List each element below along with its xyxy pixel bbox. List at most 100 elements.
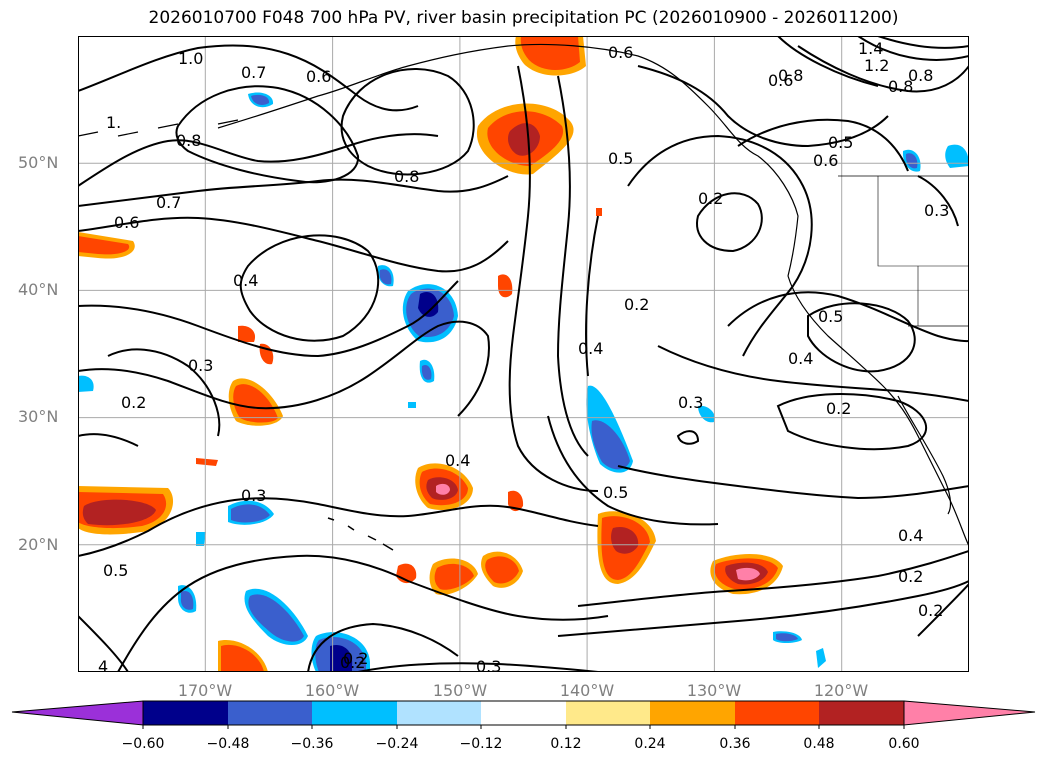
precip-blob	[736, 567, 760, 581]
precip-blob	[591, 420, 630, 470]
contour-line	[117, 554, 609, 672]
precip-blob	[379, 269, 392, 285]
map-panel[interactable]: 1.0 0.7 0.6 1. 0.8 0.8 0.7 0.6 0.4 0.3 0…	[78, 36, 969, 672]
precip-blob	[485, 556, 519, 584]
contour-line	[917, 583, 969, 637]
precip-blob	[498, 274, 513, 298]
contour-line	[78, 175, 509, 207]
contour-label: 0.8	[778, 66, 803, 85]
colorbar-bin	[735, 701, 819, 725]
map-canvas: 1.0 0.7 0.6 1. 0.8 0.8 0.7 0.6 0.4 0.3 0…	[78, 36, 969, 672]
precip-blob	[248, 594, 304, 642]
contour-label: 0.6	[114, 213, 139, 232]
contour-label: 0.2	[826, 399, 851, 418]
contour-line	[547, 415, 719, 526]
contour-label: 0.2	[624, 295, 649, 314]
contour-label: 0.6	[306, 67, 331, 86]
contour-line	[107, 348, 221, 437]
contour-label: 0.8	[908, 66, 933, 85]
precip-blob	[408, 402, 416, 408]
precip-blob	[418, 292, 439, 317]
contour-line	[239, 234, 380, 342]
contour-label: 0.5	[603, 483, 628, 502]
coastline-west-us	[787, 275, 969, 547]
colorbar-under-arrow	[11, 700, 144, 726]
contour-label: 0.2	[898, 567, 923, 586]
contour-label: 0.6	[608, 43, 633, 62]
contour-label: 0.8	[888, 77, 913, 96]
contour-line	[627, 134, 813, 357]
colorbar-tick-label: 0.36	[719, 736, 751, 752]
contour-line	[307, 622, 459, 672]
contour-line	[78, 433, 139, 447]
precip-blob	[508, 490, 524, 512]
contour-label: 0.4	[898, 526, 923, 545]
lon-label-140w: 140°W	[559, 681, 615, 700]
contour-line	[696, 192, 763, 253]
precip-negative-anomalies	[78, 92, 969, 672]
precip-blob	[611, 526, 639, 554]
contour-label-group: 1.0 0.7 0.6 1. 0.8 0.8 0.7 0.6 0.4 0.3 0…	[98, 39, 949, 672]
colorbar-tick-marks	[142, 725, 905, 729]
precip-blob	[82, 499, 156, 526]
colorbar-over-arrow	[903, 700, 1036, 726]
lat-label-20n: 20°N	[18, 535, 59, 554]
lon-label-170w: 170°W	[177, 681, 233, 700]
precip-blob	[196, 458, 218, 466]
contour-line	[585, 215, 599, 377]
contour-label: 0.3	[241, 486, 266, 505]
contour-label: 0.6	[813, 151, 838, 170]
colorbar-bin	[312, 701, 397, 725]
contour-line	[357, 662, 599, 672]
precip-positive-anomalies	[78, 36, 783, 672]
precip-blob	[508, 123, 540, 156]
contour-label: 0.5	[103, 561, 128, 580]
contour-label: 0.4	[233, 271, 258, 290]
contour-label: 0.8	[394, 167, 419, 186]
colorbar-bin	[143, 701, 228, 725]
precip-blob	[78, 375, 94, 392]
colorbar-tick-label: −0.24	[375, 736, 419, 752]
precip-blob	[698, 405, 715, 423]
contour-line	[78, 497, 599, 557]
colorbar-tick-label: 0.24	[634, 736, 666, 752]
contour-label: 0.4	[788, 349, 813, 368]
contour-label: 0.2	[698, 189, 723, 208]
precip-blob	[233, 384, 278, 423]
contour-line	[777, 36, 879, 87]
contour-label: 0.7	[156, 193, 181, 212]
lat-label-40n: 40°N	[18, 280, 59, 299]
colorbar-tick-label: −0.60	[121, 736, 165, 752]
contour-line	[557, 580, 969, 637]
contour-line	[577, 550, 969, 607]
contour-line	[78, 44, 419, 112]
contour-label: 0.4	[445, 451, 470, 470]
coastlines	[78, 43, 969, 551]
contour-label: 0.7	[241, 63, 266, 82]
colorbar-bin	[650, 701, 735, 725]
contour-line	[776, 393, 928, 451]
contour-line	[917, 175, 959, 227]
colorbar	[11, 700, 1036, 729]
contour-line	[727, 291, 969, 343]
contour-line	[807, 302, 916, 373]
coastline-alaska	[217, 43, 799, 277]
precip-blob	[434, 563, 474, 590]
contour-label: 0.2	[343, 649, 368, 668]
precip-blob	[816, 648, 826, 668]
colorbar-outline	[142, 700, 905, 726]
precip-blob	[231, 504, 270, 523]
contour-line	[340, 68, 475, 176]
contour-label: 0.8	[176, 131, 201, 150]
colorbar-bin	[228, 701, 312, 725]
lon-label-130w: 130°W	[686, 681, 742, 700]
contour-label: 0.3	[678, 393, 703, 412]
colorbar-bin	[397, 701, 481, 725]
colorbar-tick-label: 0.48	[803, 736, 835, 752]
precip-blob	[596, 208, 602, 216]
precip-blob	[436, 483, 450, 495]
contour-label: 1.2	[864, 56, 889, 75]
colorbar-bin	[566, 701, 650, 725]
contour-label: 1.0	[178, 49, 203, 68]
precip-blob	[330, 644, 353, 672]
